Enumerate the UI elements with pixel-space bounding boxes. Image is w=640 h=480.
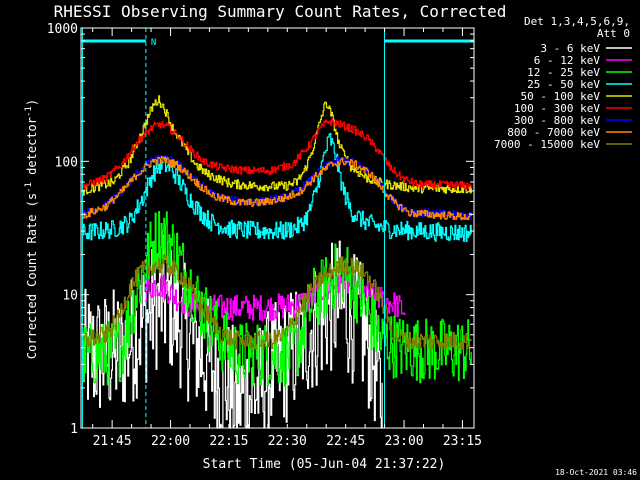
y-axis-label: Corrected Count Rate (s-1 detector-1) (24, 99, 39, 359)
x-tick-label: 22:30 (268, 434, 307, 449)
y-tick-label: 10 (62, 289, 78, 304)
footer-timestamp: 18-Oct-2021 03:46 (555, 468, 637, 477)
y-tick-label: 100 (55, 155, 78, 170)
legend-header: Att 0 (597, 27, 630, 40)
x-tick-label: 23:15 (443, 434, 482, 449)
x-tick-label: 23:00 (384, 434, 423, 449)
y-tick-label: 1 (70, 422, 78, 437)
x-tick-label: 21:45 (93, 434, 132, 449)
chart-title: RHESSI Observing Summary Count Rates, Co… (54, 2, 507, 21)
legend-label: 12 - 25 keV (527, 66, 600, 79)
series-line-100-300-kev (82, 118, 472, 190)
legend-label: 300 - 800 keV (514, 114, 600, 127)
x-tick-label: 22:15 (209, 434, 248, 449)
axes: 21:45 22:00 22:15 22:30 22:45 23:00 23:15 1 10 10… (47, 22, 482, 449)
x-tick-label: 22:00 (151, 434, 190, 449)
legend-label: 3 - 6 keV (540, 42, 600, 55)
legend-label: 800 - 7000 keV (507, 126, 600, 139)
series-line-3-6-kev (82, 234, 383, 429)
legend-header: Det 1,3,4,5,6,9, (524, 15, 630, 28)
series-line-12-25-kev (82, 211, 472, 387)
legend-label: 6 - 12 keV (534, 54, 601, 67)
x-axis-label: Start Time (05-Jun-04 21:37:22) (203, 457, 446, 472)
plot-frame (80, 27, 475, 429)
legend-label: 50 - 100 keV (521, 90, 601, 103)
plot-area (82, 95, 472, 429)
night-marker-label: N (151, 38, 156, 48)
legend-label: 25 - 50 keV (527, 78, 600, 91)
legend-label: 100 - 300 keV (514, 102, 600, 115)
series-line-800-7000-kev (82, 156, 472, 221)
series-line-50-100-kev (82, 95, 472, 196)
series-line-300-800-kev (82, 154, 472, 220)
y-tick-label: 1000 (47, 22, 78, 37)
x-tick-label: 22:45 (326, 434, 365, 449)
series-line-7000-15000-kev (82, 254, 472, 351)
legend-label: 7000 - 15000 keV (494, 138, 600, 151)
series-line-25-50-kev (82, 133, 472, 242)
